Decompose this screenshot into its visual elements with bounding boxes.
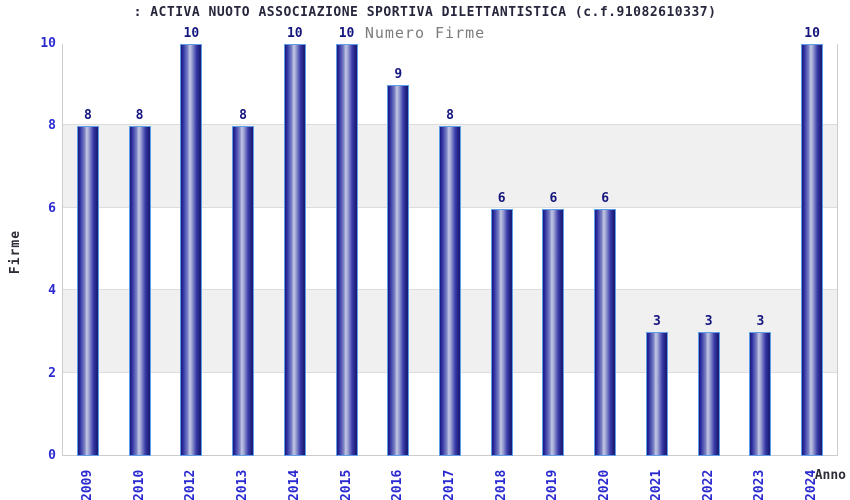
bar-2023 <box>749 332 772 456</box>
bar-2019 <box>542 208 565 456</box>
bar-value-label: 10 <box>286 26 303 41</box>
chart-subtitle: Numero Firme <box>364 24 486 42</box>
x-tick-label: 2021 <box>648 469 664 500</box>
bar-2012 <box>180 44 203 456</box>
x-tick-label: 2017 <box>442 469 457 500</box>
y-tick-label: 8 <box>48 118 56 134</box>
x-axis-label: Anno <box>814 468 846 483</box>
x-tick-label: 2012 <box>183 469 199 500</box>
x-tick-label: 2015 <box>338 469 354 500</box>
bar-value-label: 8 <box>135 108 144 124</box>
bar-2021 <box>645 332 668 456</box>
x-tick-label: 2022 <box>700 469 716 500</box>
y-axis-label: Firme <box>8 229 23 275</box>
x-tick-label: 2013 <box>235 469 251 500</box>
bar-2017 <box>439 126 461 456</box>
x-tick-label: 2010 <box>131 469 147 500</box>
bar-value-label: 8 <box>239 108 247 124</box>
bar-value-label: 3 <box>653 314 661 330</box>
bar-2016 <box>387 85 410 456</box>
x-tick-label: 2019 <box>545 469 561 500</box>
bar-2020 <box>594 208 617 456</box>
bar-2022 <box>697 332 720 456</box>
bar-2014 <box>283 44 306 456</box>
y-tick-label: 10 <box>40 36 56 51</box>
x-tick-label: 2020 <box>597 469 613 500</box>
x-tick-label: 2014 <box>286 469 302 500</box>
bar-2018 <box>490 208 513 456</box>
x-tick-label: 2018 <box>493 469 509 500</box>
bar-2015 <box>335 44 358 456</box>
x-tick-label: 2009 <box>79 469 95 500</box>
bar-2009 <box>76 126 99 456</box>
gridline <box>63 124 837 126</box>
y-tick-label: 2 <box>48 365 56 381</box>
bar-value-label: 8 <box>446 108 454 124</box>
bar-value-label: 10 <box>804 26 820 41</box>
bar-value-label: 6 <box>549 190 558 206</box>
bar-2010 <box>128 126 151 456</box>
bar-value-label: 10 <box>183 26 200 41</box>
bar-value-label: 10 <box>338 26 355 41</box>
bar-value-label: 3 <box>756 314 765 330</box>
y-tick-label: 4 <box>48 283 56 299</box>
y-tick-label: 6 <box>48 200 56 216</box>
bar-value-label: 6 <box>601 190 610 206</box>
x-tick-label: 2016 <box>390 469 406 500</box>
bar-value-label: 3 <box>704 314 713 330</box>
bar-value-label: 6 <box>497 190 506 206</box>
x-tick-label: 2023 <box>752 469 768 500</box>
chart-title: : ACTIVA NUOTO ASSOCIAZIONE SPORTIVA DIL… <box>133 5 717 20</box>
bar-value-label: 8 <box>83 108 92 124</box>
bar-value-label: 9 <box>394 67 403 83</box>
y-tick-label: 0 <box>48 448 56 463</box>
bar-2013 <box>232 126 255 456</box>
bar-2024 <box>801 44 824 456</box>
